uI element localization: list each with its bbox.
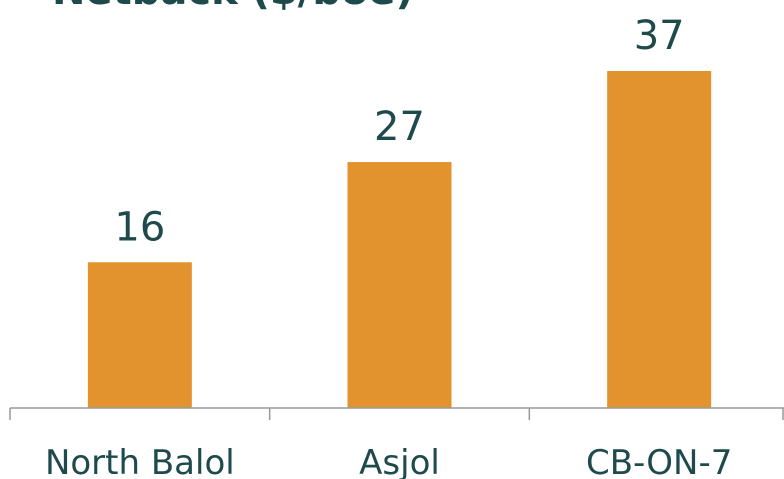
bar: [607, 71, 712, 408]
x-tick-label: North Balol: [45, 443, 235, 479]
x-tick-label: Asjol: [359, 443, 440, 479]
data-label: 37: [634, 13, 685, 59]
chart-title: Netback ($/boe): [52, 0, 414, 14]
data-label: 16: [114, 204, 165, 250]
bar: [87, 262, 192, 408]
bar: [347, 162, 452, 408]
data-label: 27: [374, 104, 425, 150]
x-tick-label: CB-ON-7: [586, 443, 732, 479]
